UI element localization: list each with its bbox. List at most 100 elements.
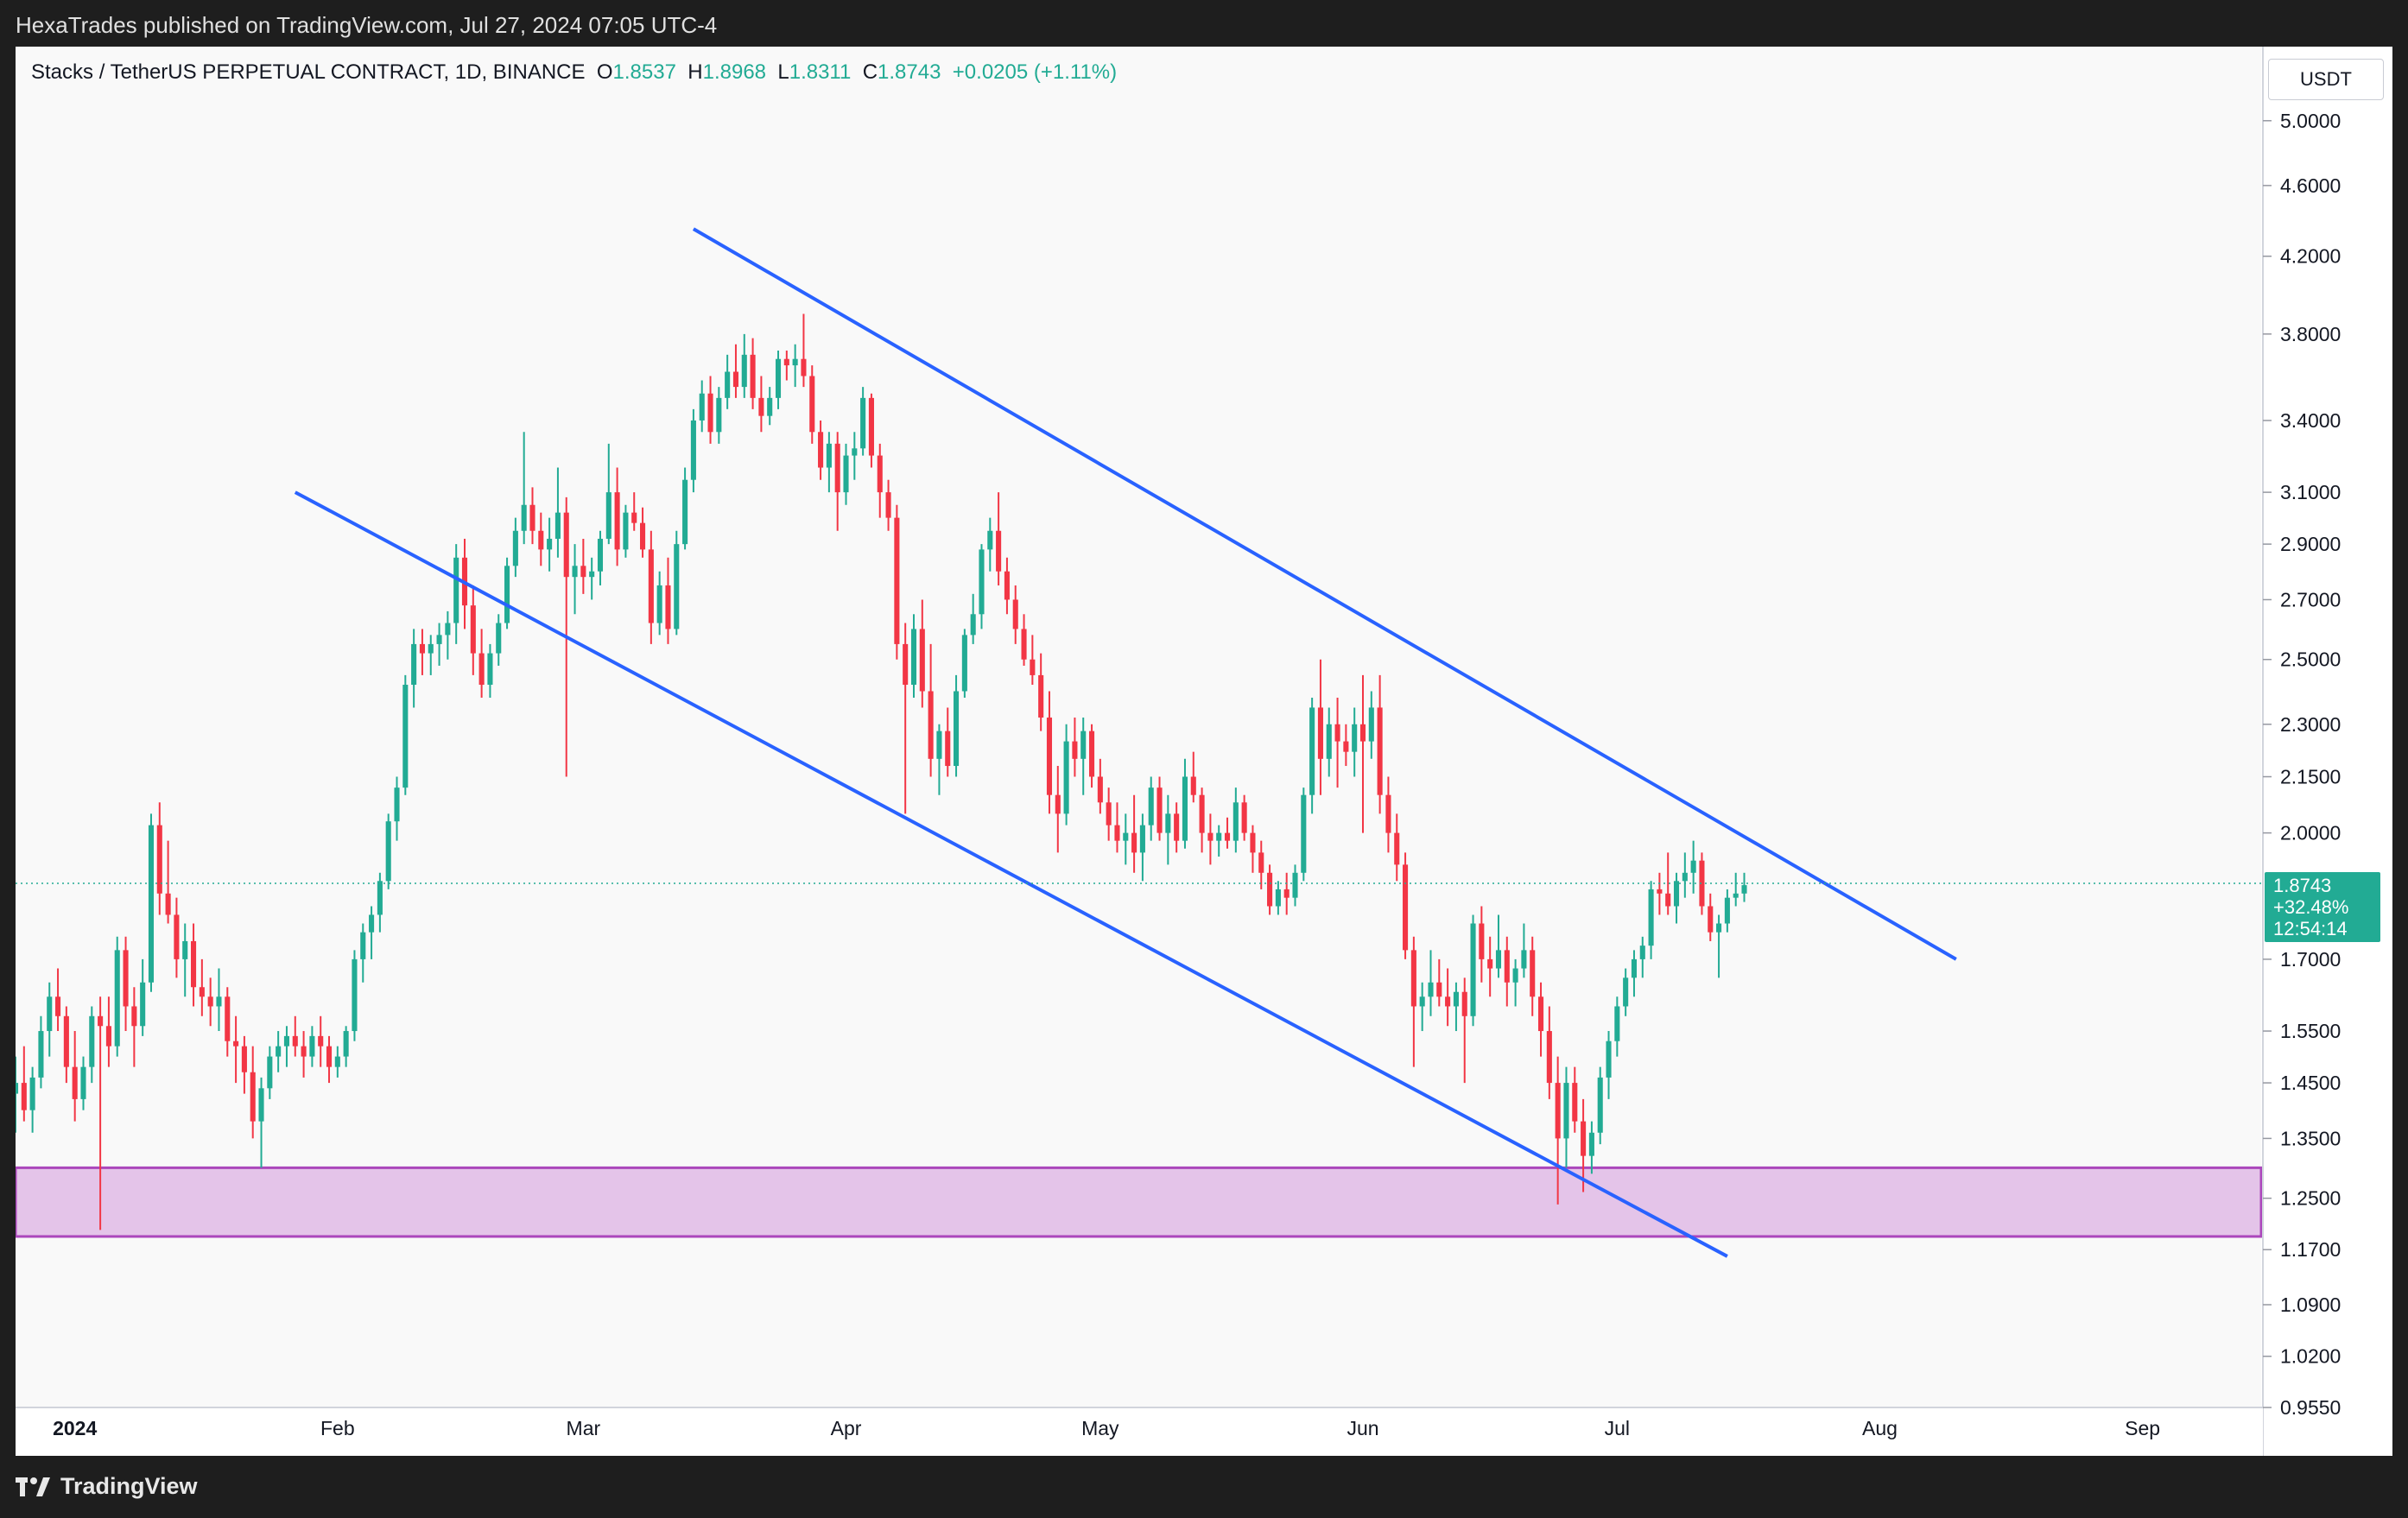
candle-body — [1334, 724, 1340, 742]
price-tick-label: 2.1500 — [2280, 766, 2341, 788]
candle-body — [1394, 832, 1400, 865]
candle-body — [1106, 802, 1112, 825]
candle-body — [1724, 897, 1730, 924]
tradingview-logo-icon — [16, 1477, 50, 1496]
candle-body — [1479, 923, 1485, 959]
candle-body — [809, 376, 815, 433]
candle-body — [250, 1072, 256, 1122]
candle-body — [55, 996, 61, 1016]
candle-body — [1546, 1031, 1552, 1084]
candle-body — [996, 530, 1002, 572]
candle-body — [725, 371, 731, 398]
candle-body — [792, 358, 798, 366]
candle-body — [148, 825, 155, 983]
candle-body — [1504, 950, 1510, 983]
candle-body — [954, 691, 960, 767]
candle-body — [1385, 794, 1391, 833]
candle-body — [470, 605, 476, 654]
candle-body — [1563, 1083, 1569, 1139]
candle-body — [114, 950, 120, 1047]
candle-body — [910, 629, 917, 686]
candle-body — [1148, 787, 1154, 825]
symbol-title: Stacks / TetherUS PERPETUAL CONTRACT, 1D… — [31, 60, 586, 84]
price-tick-label: 1.3500 — [2280, 1127, 2341, 1149]
candle-body — [1063, 741, 1069, 814]
open-value: 1.8537 — [612, 60, 676, 84]
candle-body — [1648, 889, 1654, 946]
price-axis[interactable] — [2263, 47, 2392, 1456]
currency-selector[interactable]: USDT — [2268, 59, 2384, 100]
candle-body — [1055, 794, 1061, 814]
candle-body — [1190, 776, 1196, 795]
candle-body — [639, 522, 646, 550]
candle-body — [860, 397, 866, 449]
candle-body — [1267, 872, 1273, 907]
candle-body — [131, 1006, 137, 1027]
demand-zone[interactable] — [16, 1166, 2263, 1238]
candle-body — [394, 787, 400, 822]
candle-body — [826, 443, 832, 468]
tradingview-brand[interactable]: TradingView — [16, 1473, 198, 1500]
candle-body — [216, 996, 222, 1007]
candle-body — [877, 455, 883, 493]
candle-body — [16, 1083, 19, 1094]
price-chart[interactable]: 5.0000 4.6000 4.2000 3.8000 3.4000 3.1000 2.90… — [16, 47, 2392, 1456]
candle-body — [945, 731, 951, 767]
channel-line-upper[interactable] — [692, 227, 1957, 961]
candle-body — [674, 544, 680, 629]
change-value: +0.0205 (+1.11%) — [952, 60, 1118, 84]
candle-body — [987, 530, 993, 550]
candle-body — [1741, 885, 1747, 894]
candle-body — [1258, 852, 1264, 873]
candle-body — [1292, 872, 1298, 898]
candle-body — [233, 1040, 239, 1047]
candle-body — [1665, 893, 1671, 907]
candle-body — [936, 731, 942, 759]
candle-body — [885, 492, 891, 518]
candle-body — [1368, 707, 1374, 742]
price-tick-label: 1.5500 — [2280, 1020, 2341, 1042]
candle-body — [605, 492, 612, 539]
chart-pane[interactable]: 5.0000 4.6000 4.2000 3.8000 3.4000 3.1000 2.90… — [16, 47, 2392, 1456]
candle-body — [445, 623, 451, 636]
candle-body — [309, 1035, 315, 1057]
time-tick-label: 2024 — [53, 1417, 97, 1439]
candle-body — [903, 643, 909, 686]
candle-body — [554, 512, 561, 539]
candle-body — [156, 825, 162, 894]
candle-body — [326, 1046, 333, 1067]
candle-body — [614, 492, 620, 550]
candle-body — [1521, 950, 1527, 969]
last-price-value: 1.8743 — [2273, 875, 2332, 896]
channel-line-lower[interactable] — [294, 490, 1728, 1258]
candle-body — [1309, 707, 1315, 795]
time-tick-label: May — [1081, 1417, 1119, 1439]
candle-body — [369, 914, 375, 933]
candle-body — [1326, 724, 1332, 759]
candle-body — [80, 1066, 86, 1099]
candle-body — [1581, 1121, 1587, 1156]
time-tick-label: Feb — [320, 1417, 355, 1439]
candle-body — [1461, 991, 1467, 1016]
candle-body — [487, 653, 493, 686]
price-tick-label: 1.2500 — [2280, 1187, 2341, 1210]
candle-body — [690, 420, 696, 480]
brand-name: TradingView — [60, 1473, 198, 1499]
candle-body — [1733, 893, 1739, 898]
candle-body — [868, 397, 874, 456]
close-label: C — [862, 60, 878, 84]
candle-body — [1114, 825, 1120, 841]
candle-body — [750, 354, 756, 398]
candle-body — [1233, 802, 1239, 841]
time-tick-label: Aug — [1862, 1417, 1898, 1439]
candle-body — [767, 397, 773, 416]
candle-body — [970, 614, 976, 636]
candle-body — [478, 653, 485, 686]
time-axis[interactable] — [16, 1407, 2263, 1456]
candle-body — [1657, 889, 1663, 894]
candle-body — [1241, 802, 1247, 833]
candle-body — [1301, 794, 1307, 873]
price-tick-label: 2.7000 — [2280, 588, 2341, 610]
high-label: H — [688, 60, 703, 84]
candle-body — [1597, 1077, 1603, 1133]
